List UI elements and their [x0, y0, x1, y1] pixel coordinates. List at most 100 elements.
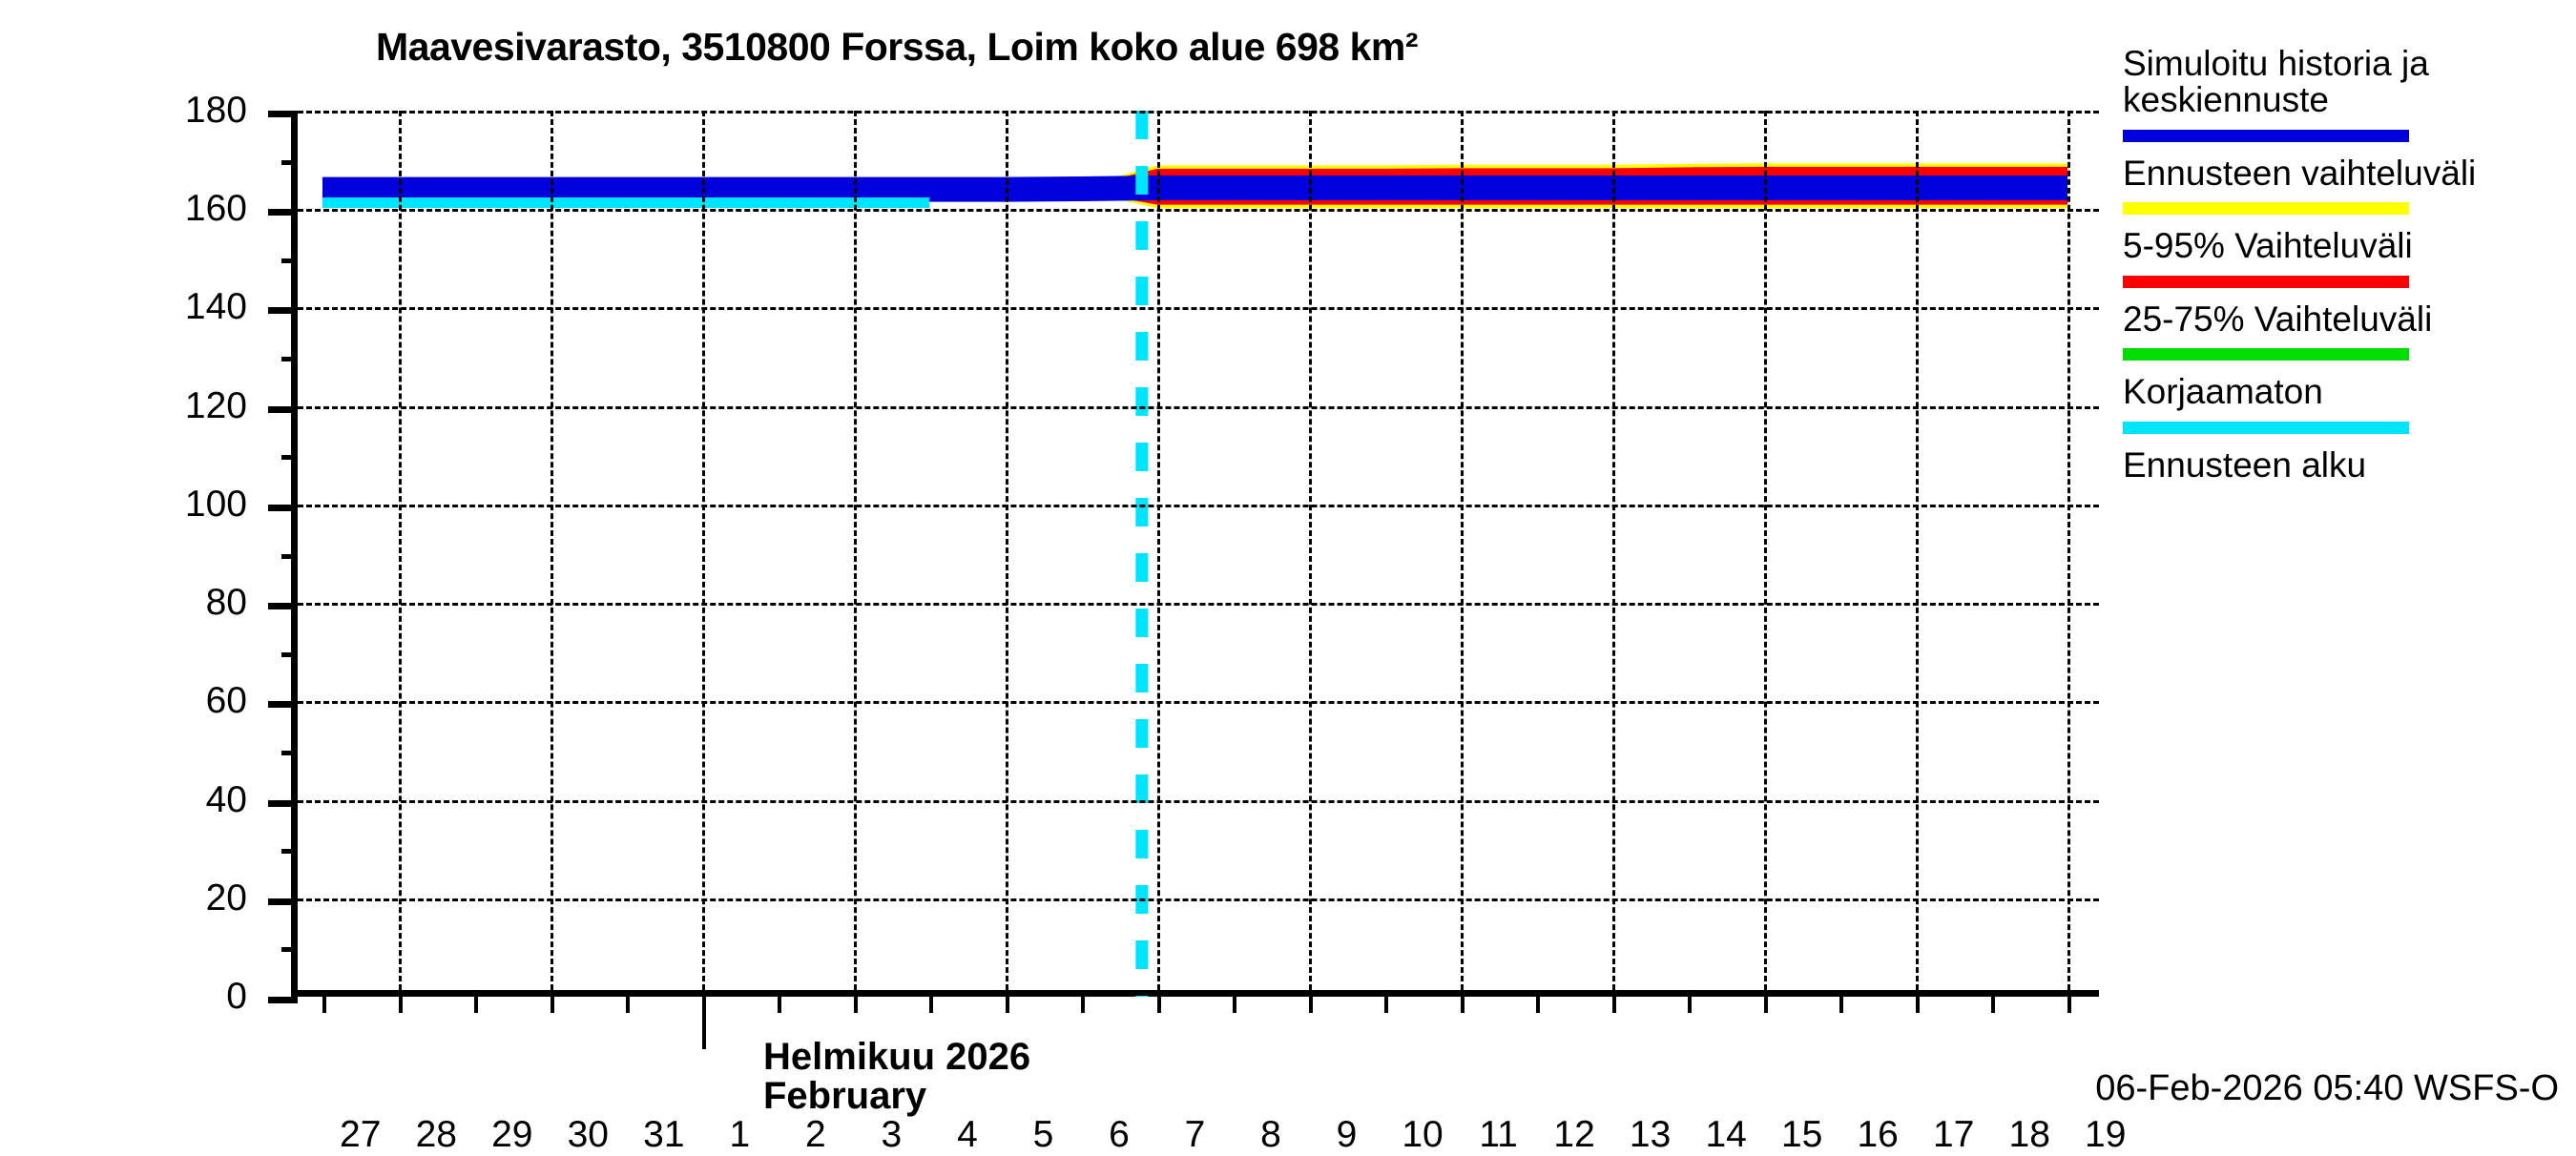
x-axis-label: 19	[2085, 1114, 2127, 1155]
y-axis-label: 0	[226, 976, 247, 1017]
x-axis-tick	[1460, 990, 1465, 1013]
gridline-vertical	[1763, 111, 1767, 990]
gridline-horizontal	[298, 898, 2099, 901]
gridline-horizontal	[298, 603, 2099, 607]
gridline-vertical	[1156, 111, 1160, 990]
y-axis-tick	[268, 898, 298, 905]
footer-timestamp: 06-Feb-2026 05:40 WSFS-O	[2095, 1068, 2559, 1108]
gridline-horizontal	[298, 111, 2099, 114]
gridline-vertical	[550, 111, 553, 990]
gridline-horizontal	[298, 209, 2099, 213]
legend-swatch	[2123, 202, 2409, 216]
y-axis-minor-tick	[281, 849, 298, 855]
y-axis-tick	[268, 997, 298, 1003]
y-axis-label: 20	[205, 877, 247, 919]
month-label-en: February	[763, 1074, 927, 1117]
gridline-vertical	[2067, 111, 2070, 990]
y-axis-label: 120	[184, 384, 247, 426]
x-axis-tick	[1156, 990, 1161, 1013]
x-axis-label: 6	[1109, 1114, 1130, 1155]
legend-label: Ennusteen vaihteluväli	[2123, 153, 2477, 193]
x-axis-label: 31	[643, 1114, 685, 1155]
x-axis-tick	[2067, 990, 2071, 1013]
x-axis-label: 30	[567, 1114, 610, 1155]
gridline-horizontal	[298, 307, 2099, 311]
forecast-bands	[322, 111, 2067, 997]
gridline-vertical	[1611, 111, 1615, 990]
x-axis-month-tick	[701, 990, 706, 1049]
legend-swatch	[2123, 348, 2409, 361]
plot-area: 180 160 140 120 100 80 60 40 20 0 27 28 29 30 31 1 2 3 4 5 6…	[185, 90, 2127, 1155]
legend-item: Simuloitu historia ja keskiennuste	[2123, 44, 2571, 142]
y-axis-label: 40	[205, 778, 247, 820]
y-axis-label: 100	[184, 483, 247, 525]
gridline-vertical	[1460, 111, 1464, 990]
x-axis-tick	[1688, 990, 1693, 1013]
x-axis-tick	[778, 990, 782, 1013]
x-axis-label: 11	[1479, 1114, 1518, 1155]
legend-swatch	[2123, 275, 2409, 288]
x-axis-tick	[1536, 990, 1541, 1013]
y-axis-tick	[268, 504, 298, 511]
gridline-vertical	[398, 111, 402, 990]
y-axis-tick	[268, 603, 298, 610]
gridline-horizontal	[298, 799, 2099, 803]
x-axis-tick	[1763, 990, 1768, 1013]
legend-item: Ennusteen alku	[2123, 446, 2571, 507]
gridline-horizontal	[298, 504, 2099, 507]
x-axis-tick	[1915, 990, 1920, 1013]
x-axis-label: 29	[491, 1114, 533, 1155]
legend-label: 5-95% Vaihteluväli	[2123, 226, 2413, 266]
x-axis-tick	[1611, 990, 1616, 1013]
y-axis-label: 140	[184, 286, 247, 328]
x-axis-label: 10	[1402, 1114, 1444, 1155]
y-axis-minor-tick	[281, 159, 298, 165]
y-axis-label: 160	[184, 188, 247, 230]
gridline-vertical	[1005, 111, 1008, 990]
y-axis-tick	[268, 701, 298, 709]
gridline-horizontal	[298, 405, 2099, 409]
y-axis-minor-tick	[281, 357, 298, 362]
x-axis-label: 7	[1184, 1114, 1206, 1155]
x-axis-tick	[1081, 990, 1086, 1013]
y-axis-tick	[268, 799, 298, 807]
x-axis-label: 2	[805, 1114, 826, 1155]
legend-item: Ennusteen vaihteluväli	[2123, 153, 2571, 216]
x-axis-month-label: Helmikuu 2026 February	[763, 1038, 1030, 1116]
x-axis-label: 14	[1705, 1114, 1747, 1155]
x-axis-label: 5	[1032, 1114, 1054, 1155]
legend-label: Korjaamaton	[2123, 372, 2323, 412]
y-axis-minor-tick	[281, 258, 298, 263]
gridline-vertical	[1915, 111, 1919, 990]
x-axis-tick	[929, 990, 934, 1013]
x-axis-label: 27	[340, 1114, 382, 1155]
legend-swatch	[2123, 421, 2409, 434]
y-axis-label: 60	[205, 680, 247, 722]
mean-forecast-line	[322, 175, 2067, 202]
legend-label: Simuloitu historia ja keskiennuste	[2123, 44, 2429, 120]
x-axis-label: 8	[1260, 1114, 1281, 1155]
y-axis-tick	[268, 209, 298, 217]
legend-swatch	[2123, 129, 2409, 142]
y-axis-minor-tick	[281, 947, 298, 953]
x-axis-tick	[474, 990, 479, 1013]
x-axis-label: 18	[2008, 1114, 2050, 1155]
x-axis-label: 17	[1933, 1114, 1975, 1155]
x-axis-label: 4	[957, 1114, 978, 1155]
gridline-vertical	[1308, 111, 1312, 990]
x-axis-tick	[322, 990, 326, 1013]
y-axis-minor-tick	[281, 651, 298, 657]
legend-swatch	[2123, 494, 2409, 507]
x-axis-label: 1	[729, 1114, 751, 1155]
x-axis-tick	[1991, 990, 1996, 1013]
x-axis-tick	[398, 990, 403, 1013]
x-axis-label: 3	[881, 1114, 903, 1155]
x-axis-tick	[853, 990, 858, 1013]
y-axis-minor-tick	[281, 553, 298, 559]
gridline-vertical	[701, 111, 705, 990]
x-axis-label: 13	[1629, 1114, 1672, 1155]
x-axis-label: 16	[1857, 1114, 1899, 1155]
y-axis-tick	[268, 111, 298, 117]
y-axis-tick	[268, 307, 298, 315]
y-axis-label: 80	[205, 582, 247, 624]
